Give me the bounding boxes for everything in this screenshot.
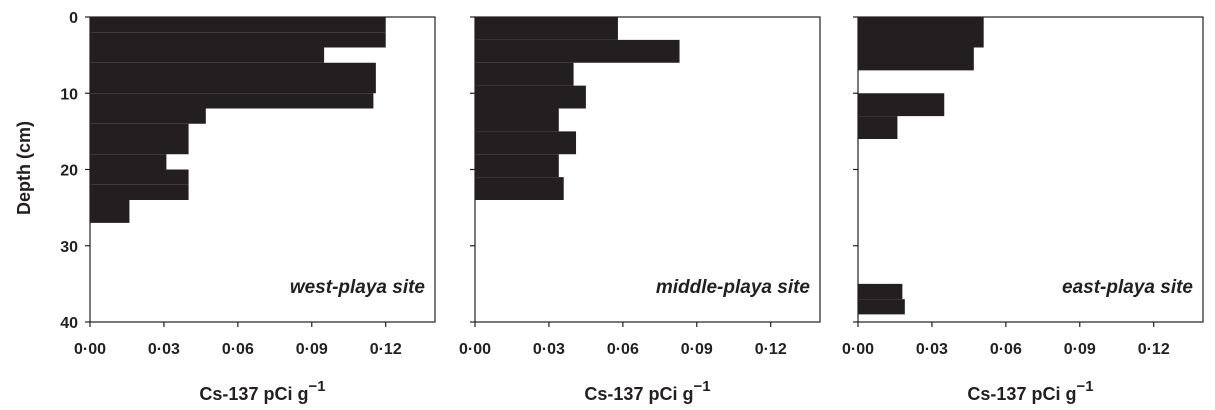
x-tick-label: 0·12 bbox=[1138, 341, 1170, 358]
bar-middle-playa-site-6 bbox=[475, 154, 559, 178]
bar-middle-playa-site-4 bbox=[475, 108, 559, 132]
bar-middle-playa-site-2 bbox=[475, 62, 574, 86]
bar-west-playa-site-2 bbox=[90, 47, 325, 63]
x-tick-label: 0·03 bbox=[148, 341, 180, 358]
x-tick-label: 0·09 bbox=[681, 341, 713, 358]
bar-west-playa-site-12 bbox=[90, 200, 130, 223]
bar-middle-playa-site-1 bbox=[475, 39, 680, 63]
bar-middle-playa-site-0 bbox=[475, 17, 618, 40]
x-tick-label: 0·03 bbox=[916, 341, 948, 358]
bar-east-playa-site-4 bbox=[858, 283, 903, 300]
x-tick-label: 0·06 bbox=[990, 341, 1022, 358]
x-tick-label: 0·06 bbox=[222, 341, 254, 358]
bar-west-playa-site-4 bbox=[90, 78, 376, 94]
panel-east-playa-site: 0·00 0·03 0·06 0·09 0·12 Cs-137 pCi g−1 east-p… bbox=[842, 16, 1204, 404]
bar-east-playa-site-0 bbox=[858, 17, 984, 48]
bar-west-playa-site-0 bbox=[90, 17, 386, 33]
x-tick-label: 0·12 bbox=[755, 341, 787, 358]
bar-west-playa-site-3 bbox=[90, 62, 376, 78]
bar-west-playa-site-8 bbox=[90, 139, 189, 155]
panel-west-playa-site: 0 10 20 30 40 0·00 0·03 0·06 0·09 0·12 Cs-137 pCi … bbox=[60, 10, 436, 404]
y-axis-title: Depth (cm) bbox=[14, 121, 34, 215]
panel-middle-playa-site: 0·00 0·03 0·06 0·09 0·12 Cs-137 pCi g−1 middle… bbox=[459, 16, 821, 404]
x-tick-label: 0·00 bbox=[842, 341, 874, 358]
y-tick-label: 10 bbox=[60, 86, 78, 103]
site-label: east-playa site bbox=[1062, 277, 1193, 298]
x-tick-label: 0·00 bbox=[459, 341, 491, 358]
site-label: middle-playa site bbox=[656, 277, 811, 298]
y-tick-label: 0 bbox=[69, 10, 78, 27]
bar-west-playa-site-10 bbox=[90, 169, 189, 185]
bar-middle-playa-site-7 bbox=[475, 177, 564, 200]
x-tick-label: 0·12 bbox=[370, 341, 402, 358]
bar-west-playa-site-6 bbox=[90, 108, 206, 124]
x-axis-title: Cs-137 pCi g−1 bbox=[967, 378, 1093, 404]
x-tick-label: 0·09 bbox=[1064, 341, 1096, 358]
bar-middle-playa-site-3 bbox=[475, 85, 586, 109]
bar-east-playa-site-3 bbox=[858, 116, 898, 139]
bar-west-playa-site-7 bbox=[90, 123, 189, 139]
bar-west-playa-site-5 bbox=[90, 93, 374, 109]
bar-east-playa-site-1 bbox=[858, 47, 974, 71]
bar-middle-playa-site-5 bbox=[475, 131, 577, 155]
bar-east-playa-site-2 bbox=[858, 93, 945, 117]
bar-west-playa-site-1 bbox=[90, 32, 386, 48]
y-tick-label: 30 bbox=[60, 239, 78, 256]
y-tick-label: 20 bbox=[60, 163, 78, 180]
bar-east-playa-site-5 bbox=[858, 299, 905, 315]
bar-west-playa-site-9 bbox=[90, 154, 167, 170]
x-tick-label: 0·09 bbox=[296, 341, 328, 358]
y-tick-label: 40 bbox=[60, 315, 78, 332]
x-axis-title: Cs-137 pCi g−1 bbox=[199, 378, 325, 404]
x-tick-label: 0·06 bbox=[607, 341, 639, 358]
bar-west-playa-site-11 bbox=[90, 184, 189, 200]
x-tick-label: 0·03 bbox=[533, 341, 565, 358]
site-label: west-playa site bbox=[290, 277, 426, 298]
x-tick-label: 0·00 bbox=[74, 341, 106, 358]
x-axis-title: Cs-137 pCi g−1 bbox=[584, 378, 710, 404]
